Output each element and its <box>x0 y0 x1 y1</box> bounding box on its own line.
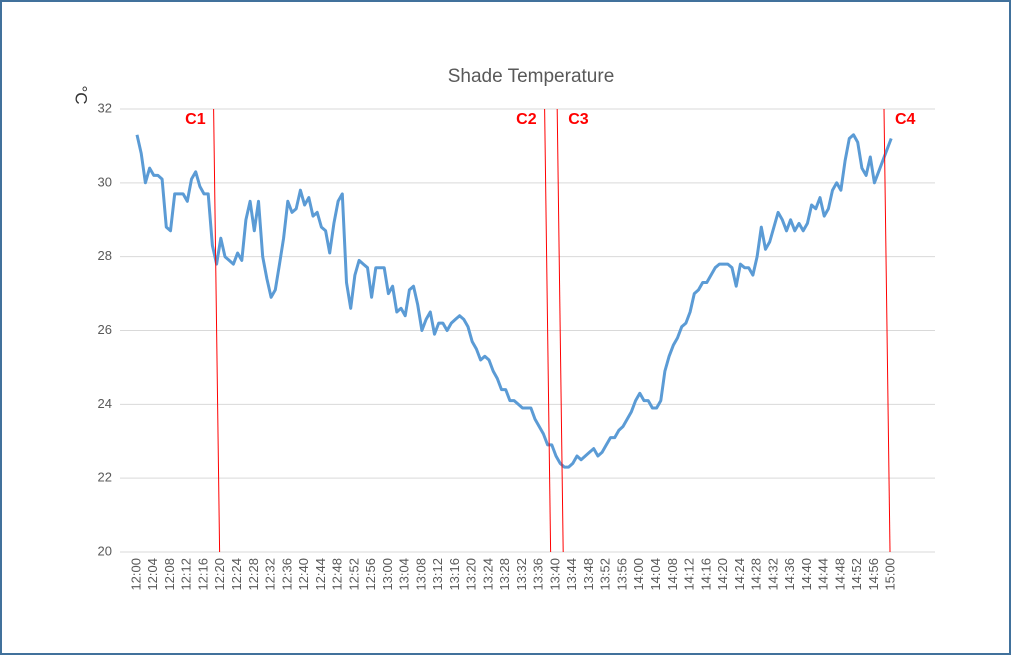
x-tick-label: 13:04 <box>397 558 412 591</box>
x-tick-label: 12:16 <box>195 558 210 591</box>
x-tick-label: 13:48 <box>581 558 596 591</box>
y-tick-label: 26 <box>98 322 112 337</box>
x-tick-label: 12:56 <box>363 558 378 591</box>
annotation-line <box>556 108 564 553</box>
annotation-line <box>883 108 891 553</box>
x-tick-label: 14:16 <box>698 558 713 591</box>
x-tick-label: 12:48 <box>330 558 345 591</box>
x-tick-label: 13:44 <box>564 558 579 591</box>
x-tick-label: 12:28 <box>246 558 261 591</box>
x-tick-label: 12:12 <box>179 558 194 591</box>
x-tick-label: 13:52 <box>598 558 613 591</box>
x-tick-label: 13:40 <box>547 558 562 591</box>
y-tick-label: 32 <box>98 100 112 115</box>
x-tick-label: 14:48 <box>832 558 847 591</box>
x-tick-label: 14:36 <box>782 558 797 591</box>
annotation-label: C1 <box>185 111 206 128</box>
annotation-line <box>544 108 552 553</box>
x-tick-label: 12:32 <box>263 558 278 591</box>
y-tick-label: 24 <box>98 396 112 411</box>
x-tick-label: 12:52 <box>346 558 361 591</box>
y-axis-label: °C <box>72 85 91 104</box>
x-tick-label: 14:40 <box>799 558 814 591</box>
x-tick-label: 14:12 <box>682 558 697 591</box>
x-tick-label: 12:20 <box>212 558 227 591</box>
x-tick-label: 13:56 <box>614 558 629 591</box>
x-tick-label: 12:00 <box>128 558 143 591</box>
x-tick-label: 13:20 <box>464 558 479 591</box>
x-tick-label: 13:36 <box>531 558 546 591</box>
x-tick-label: 12:24 <box>229 558 244 591</box>
x-tick-label: 13:12 <box>430 558 445 591</box>
annotation-line <box>213 108 221 553</box>
x-tick-label: 13:32 <box>514 558 529 591</box>
annotation-label: C4 <box>895 111 916 128</box>
x-tick-label: 13:24 <box>480 558 495 591</box>
x-tick-label: 12:36 <box>279 558 294 591</box>
chart-title: Shade Temperature <box>448 66 615 87</box>
x-tick-label: 13:16 <box>447 558 462 591</box>
y-tick-label: 28 <box>98 248 112 263</box>
y-tick-label: 22 <box>98 470 112 485</box>
x-tick-label: 12:08 <box>162 558 177 591</box>
x-tick-label: 14:52 <box>849 558 864 591</box>
x-tick-label: 14:20 <box>715 558 730 591</box>
y-tick-label: 20 <box>98 543 112 558</box>
x-tick-label: 12:40 <box>296 558 311 591</box>
annotation-label: C2 <box>516 111 537 128</box>
data-line <box>135 133 893 469</box>
x-tick-label: 14:32 <box>765 558 780 591</box>
x-tick-label: 13:28 <box>497 558 512 591</box>
y-tick-label: 30 <box>98 174 112 189</box>
x-tick-label: 14:28 <box>749 558 764 591</box>
x-tick-label: 12:04 <box>145 558 160 591</box>
x-tick-label: 14:04 <box>648 558 663 591</box>
x-tick-label: 13:08 <box>413 558 428 591</box>
x-tick-label: 14:00 <box>631 558 646 591</box>
x-tick-label: 14:56 <box>866 558 881 591</box>
x-tick-label: 15:00 <box>883 558 898 591</box>
annotation-label: C3 <box>568 111 589 128</box>
x-tick-label: 13:00 <box>380 558 395 591</box>
x-tick-label: 14:24 <box>732 558 747 591</box>
x-tick-label: 14:44 <box>816 558 831 591</box>
x-tick-label: 14:08 <box>665 558 680 591</box>
x-tick-label: 12:44 <box>313 558 328 591</box>
